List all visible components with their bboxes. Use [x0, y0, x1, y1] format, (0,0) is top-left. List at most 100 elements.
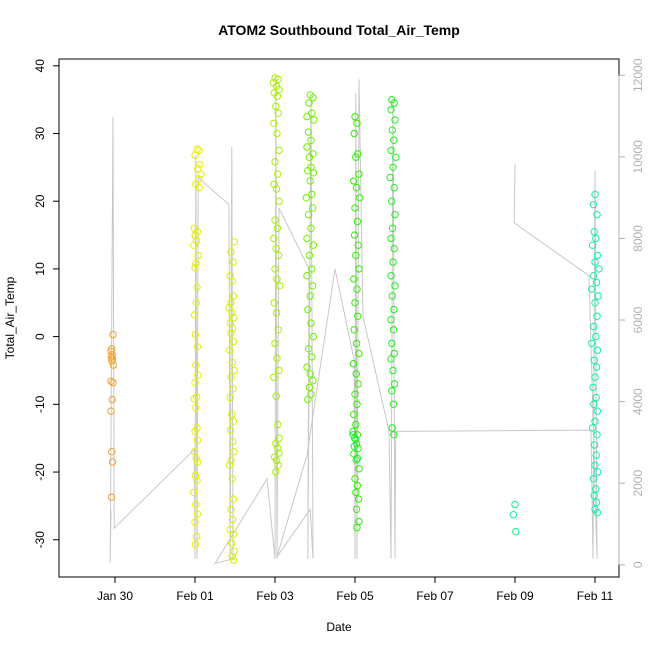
data-point: [352, 251, 360, 260]
data-point: [308, 282, 317, 290]
data-point: [228, 553, 236, 561]
data-point: [228, 410, 236, 419]
data-point: [190, 241, 198, 249]
data-point: [191, 263, 199, 272]
data-point: [272, 185, 281, 193]
points-layer: [107, 74, 603, 564]
data-point: [386, 173, 394, 182]
data-point: [351, 204, 359, 212]
data-point: [588, 339, 596, 348]
data-point: [227, 299, 235, 307]
data-point: [390, 349, 398, 358]
data-point: [274, 170, 282, 178]
data-point: [275, 85, 283, 94]
data-point: [391, 211, 399, 219]
data-point: [387, 355, 395, 363]
data-point: [509, 511, 518, 519]
data-point: [229, 337, 238, 346]
data-point: [590, 492, 598, 500]
data-point: [356, 194, 364, 202]
data-point: [352, 420, 360, 429]
data-point: [390, 244, 398, 253]
data-point: [304, 345, 313, 353]
data-point: [271, 74, 279, 82]
y-tick-label: 0: [33, 333, 47, 340]
x-tick-label: Feb 11: [577, 589, 614, 603]
data-point: [593, 346, 602, 354]
data-point: [352, 184, 361, 192]
y2-tick-label: 8000: [631, 225, 645, 252]
data-point: [308, 353, 316, 361]
y-axis-label: Total_Air_Temp: [3, 276, 17, 359]
data-point: [354, 312, 362, 320]
data-point: [228, 539, 236, 547]
data-point: [512, 527, 520, 536]
data-point: [303, 363, 311, 371]
data-point: [354, 241, 362, 249]
data-point: [390, 184, 398, 192]
data-point: [191, 330, 200, 339]
y2-tick-label: 10000: [631, 140, 645, 174]
data-point: [351, 299, 359, 307]
data-point: [228, 475, 236, 483]
data-point: [387, 316, 395, 324]
data-point: [350, 231, 359, 239]
data-point: [306, 370, 314, 378]
y2-tick-label: 4000: [631, 388, 645, 415]
data-point: [226, 426, 235, 434]
data-point: [388, 197, 396, 205]
data-point: [390, 305, 398, 314]
data-point: [353, 481, 362, 490]
data-point: [307, 319, 315, 327]
data-point: [230, 366, 238, 375]
data-point: [388, 339, 396, 348]
data-point: [303, 143, 311, 151]
data-point: [194, 165, 202, 173]
data-point: [388, 424, 396, 432]
x-tick-label: Feb 01: [176, 589, 214, 603]
data-point: [271, 265, 279, 273]
data-point: [589, 272, 598, 280]
data-point: [195, 146, 203, 155]
data-point: [353, 119, 361, 128]
data-point: [227, 505, 235, 513]
data-point: [307, 224, 315, 233]
data-point: [387, 106, 395, 114]
data-point: [391, 282, 399, 290]
data-point: [195, 184, 204, 192]
data-point: [194, 458, 202, 466]
data-point: [193, 510, 202, 518]
data-point: [592, 332, 600, 341]
y-axis: -30 -20 -10 0 10 20 30 40: [33, 59, 59, 548]
data-point: [228, 324, 237, 333]
data-point: [227, 329, 235, 337]
data-point: [225, 461, 234, 469]
data-point: [349, 360, 358, 368]
data-point: [593, 251, 602, 260]
data-point: [591, 258, 599, 266]
data-point: [274, 75, 282, 84]
data-point: [354, 380, 362, 388]
data-point: [387, 272, 395, 280]
data-point: [275, 197, 283, 205]
data-point: [275, 449, 283, 457]
y-tick-label: -20: [33, 463, 47, 481]
data-point: [389, 163, 397, 172]
data-point: [592, 485, 600, 493]
y-tick-label: -10: [33, 395, 47, 413]
data-point: [270, 373, 278, 381]
data-point: [350, 129, 358, 138]
data-point: [350, 275, 358, 283]
data-point: [388, 224, 397, 233]
data-point: [389, 400, 398, 408]
data-point: [226, 393, 234, 402]
y2-tick-label: 0: [631, 561, 645, 568]
data-point: [228, 277, 236, 285]
data-point: [274, 420, 282, 429]
data-point: [591, 373, 599, 381]
data-point: [303, 234, 311, 243]
y2-tick-label: 6000: [631, 306, 645, 333]
data-point: [305, 251, 314, 260]
data-point: [270, 119, 278, 128]
